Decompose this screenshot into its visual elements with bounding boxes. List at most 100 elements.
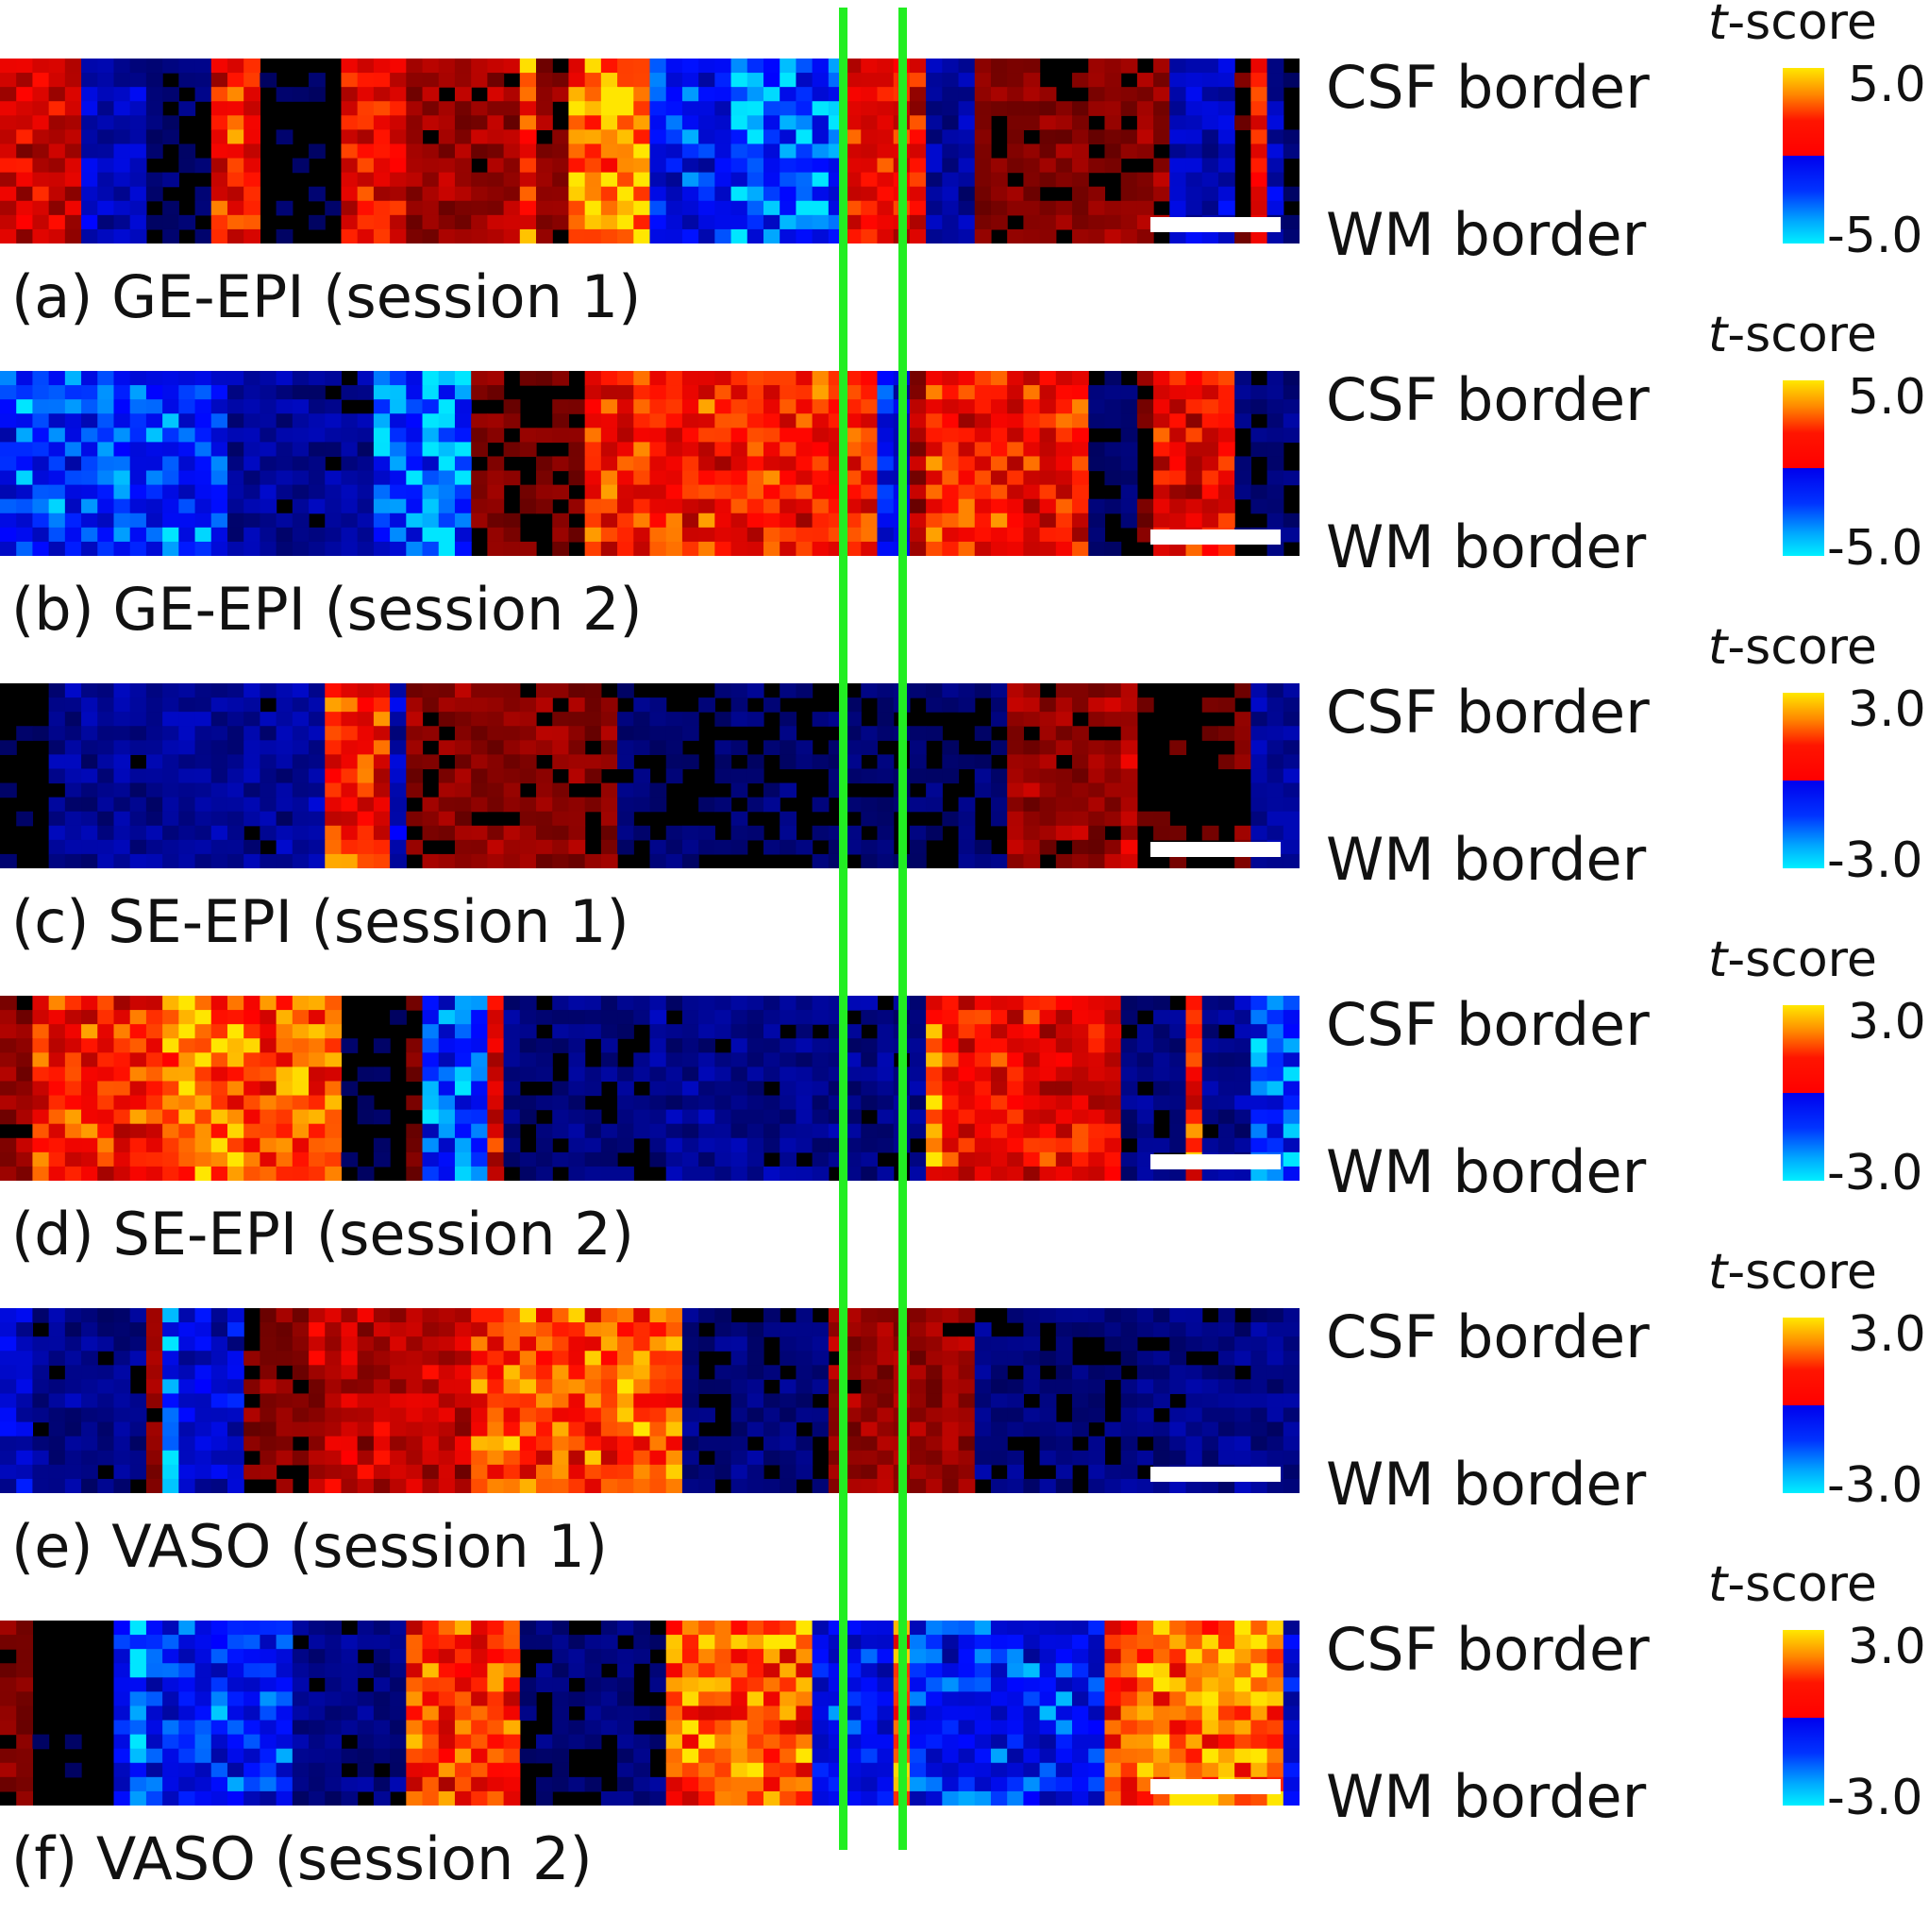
map-voxel	[1039, 172, 1057, 188]
map-voxel	[487, 726, 505, 741]
map-voxel	[422, 158, 440, 174]
map-voxel	[1266, 825, 1284, 841]
map-voxel	[471, 683, 488, 698]
map-voxel	[958, 200, 976, 216]
map-voxel	[1088, 853, 1106, 868]
map-voxel	[1055, 825, 1073, 841]
map-voxel	[32, 1464, 50, 1480]
map-voxel	[909, 484, 927, 500]
map-voxel	[974, 683, 992, 698]
map-voxel	[649, 228, 667, 244]
map-voxel	[649, 853, 667, 868]
map-voxel	[845, 442, 862, 458]
map-voxel	[309, 1421, 326, 1437]
map-voxel	[16, 59, 34, 74]
map-voxel	[129, 1407, 147, 1423]
map-voxel	[243, 413, 260, 428]
map-voxel	[942, 1663, 960, 1678]
map-voxel	[226, 1095, 244, 1111]
map-voxel	[1201, 73, 1219, 88]
map-voxel	[698, 228, 715, 244]
map-voxel	[730, 172, 748, 188]
map-voxel	[97, 1436, 115, 1452]
map-voxel	[681, 1166, 699, 1181]
map-voxel	[698, 101, 715, 116]
map-voxel	[942, 1393, 960, 1409]
map-voxel	[243, 712, 260, 727]
map-voxel	[129, 399, 147, 414]
map-voxel	[48, 413, 66, 428]
map-voxel	[730, 200, 748, 216]
map-voxel	[1055, 683, 1073, 698]
map-voxel	[1250, 1663, 1268, 1678]
map-voxel	[1104, 1421, 1122, 1437]
map-voxel	[129, 1109, 147, 1125]
map-voxel	[665, 385, 683, 400]
map-voxel	[210, 413, 228, 428]
map-voxel	[1007, 1095, 1024, 1111]
map-voxel	[406, 371, 424, 386]
map-voxel	[162, 1308, 179, 1323]
map-voxel	[129, 484, 147, 500]
map-voxel	[487, 1336, 505, 1352]
map-voxel	[877, 1677, 895, 1692]
map-voxel	[552, 1393, 570, 1409]
map-voxel	[1104, 712, 1122, 727]
map-voxel	[129, 413, 147, 428]
map-voxel	[1120, 129, 1138, 145]
map-voxel	[536, 1379, 553, 1395]
map-voxel	[796, 172, 814, 188]
map-voxel	[633, 527, 651, 543]
map-voxel	[1153, 385, 1170, 400]
map-voxel	[519, 541, 537, 556]
map-voxel	[162, 1464, 179, 1480]
map-voxel	[1234, 73, 1251, 88]
map-voxel	[1234, 1123, 1251, 1139]
map-voxel	[471, 726, 488, 741]
map-voxel	[698, 541, 715, 556]
map-voxel	[406, 186, 424, 202]
map-voxel	[909, 428, 927, 443]
map-voxel	[32, 1067, 50, 1083]
map-voxel	[1088, 782, 1106, 798]
map-voxel	[487, 1663, 505, 1678]
map-voxel	[1023, 498, 1041, 514]
map-voxel	[260, 782, 277, 798]
map-voxel	[373, 371, 391, 386]
map-voxel	[129, 811, 147, 827]
map-voxel	[1266, 1635, 1284, 1650]
map-voxel	[1055, 697, 1073, 713]
map-voxel	[503, 712, 521, 727]
map-voxel	[16, 456, 34, 472]
map-voxel	[129, 1635, 147, 1650]
map-voxel	[162, 428, 179, 443]
map-voxel	[373, 1407, 391, 1423]
map-voxel	[1039, 214, 1057, 230]
map-voxel	[1153, 1478, 1170, 1493]
map-voxel	[309, 1052, 326, 1067]
map-voxel	[178, 143, 196, 160]
map-voxel	[178, 712, 196, 727]
map-voxel	[958, 228, 976, 244]
map-voxel	[730, 839, 748, 855]
map-voxel	[1169, 442, 1187, 458]
map-voxel	[390, 797, 407, 813]
map-voxel	[942, 740, 960, 755]
map-voxel	[552, 740, 570, 755]
map-voxel	[698, 186, 715, 202]
map-voxel	[276, 1393, 294, 1409]
map-voxel	[780, 1166, 797, 1181]
map-voxel	[909, 214, 927, 230]
map-voxel	[260, 484, 277, 500]
map-voxel	[1072, 1677, 1089, 1692]
map-voxel	[1266, 782, 1284, 798]
map-voxel	[633, 73, 651, 88]
map-voxel	[1072, 1450, 1089, 1466]
map-voxel	[48, 484, 66, 500]
map-voxel	[958, 1379, 976, 1395]
map-voxel	[714, 1649, 732, 1664]
map-voxel	[730, 385, 748, 400]
map-voxel	[64, 158, 82, 174]
map-voxel	[845, 200, 862, 216]
map-voxel	[1136, 1365, 1154, 1380]
